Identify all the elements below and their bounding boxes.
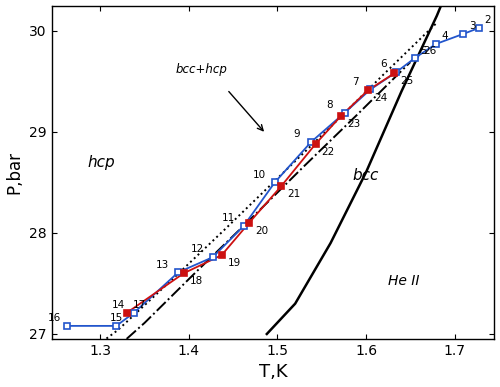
- Text: 13: 13: [156, 260, 170, 269]
- Text: 20: 20: [256, 226, 268, 236]
- Text: 2: 2: [484, 15, 492, 25]
- Text: 18: 18: [190, 276, 203, 286]
- Text: 26: 26: [424, 46, 437, 56]
- Text: 6: 6: [380, 60, 388, 69]
- Text: He II: He II: [388, 274, 420, 288]
- Text: 23: 23: [348, 119, 360, 129]
- Text: bcc+hcp: bcc+hcp: [176, 63, 228, 76]
- Text: 24: 24: [374, 94, 387, 103]
- Text: 16: 16: [48, 313, 62, 323]
- Text: 25: 25: [400, 76, 414, 86]
- Text: 17: 17: [133, 300, 146, 310]
- Text: 10: 10: [253, 170, 266, 180]
- Text: 11: 11: [222, 213, 235, 223]
- Text: 7: 7: [352, 77, 359, 87]
- Text: hcp: hcp: [87, 155, 115, 170]
- X-axis label: T,K: T,K: [258, 363, 288, 382]
- Text: 21: 21: [287, 190, 300, 199]
- Text: 12: 12: [190, 244, 204, 254]
- Text: 4: 4: [442, 31, 448, 41]
- Text: 15: 15: [110, 313, 123, 323]
- Text: 8: 8: [326, 100, 333, 110]
- Text: 5: 5: [420, 46, 426, 56]
- Text: 9: 9: [293, 129, 300, 139]
- Text: 19: 19: [228, 258, 241, 268]
- Text: 14: 14: [112, 300, 125, 310]
- Text: 3: 3: [469, 21, 476, 31]
- Text: 22: 22: [322, 147, 335, 157]
- Text: bcc: bcc: [352, 168, 379, 183]
- Y-axis label: P,bar: P,bar: [6, 151, 24, 194]
